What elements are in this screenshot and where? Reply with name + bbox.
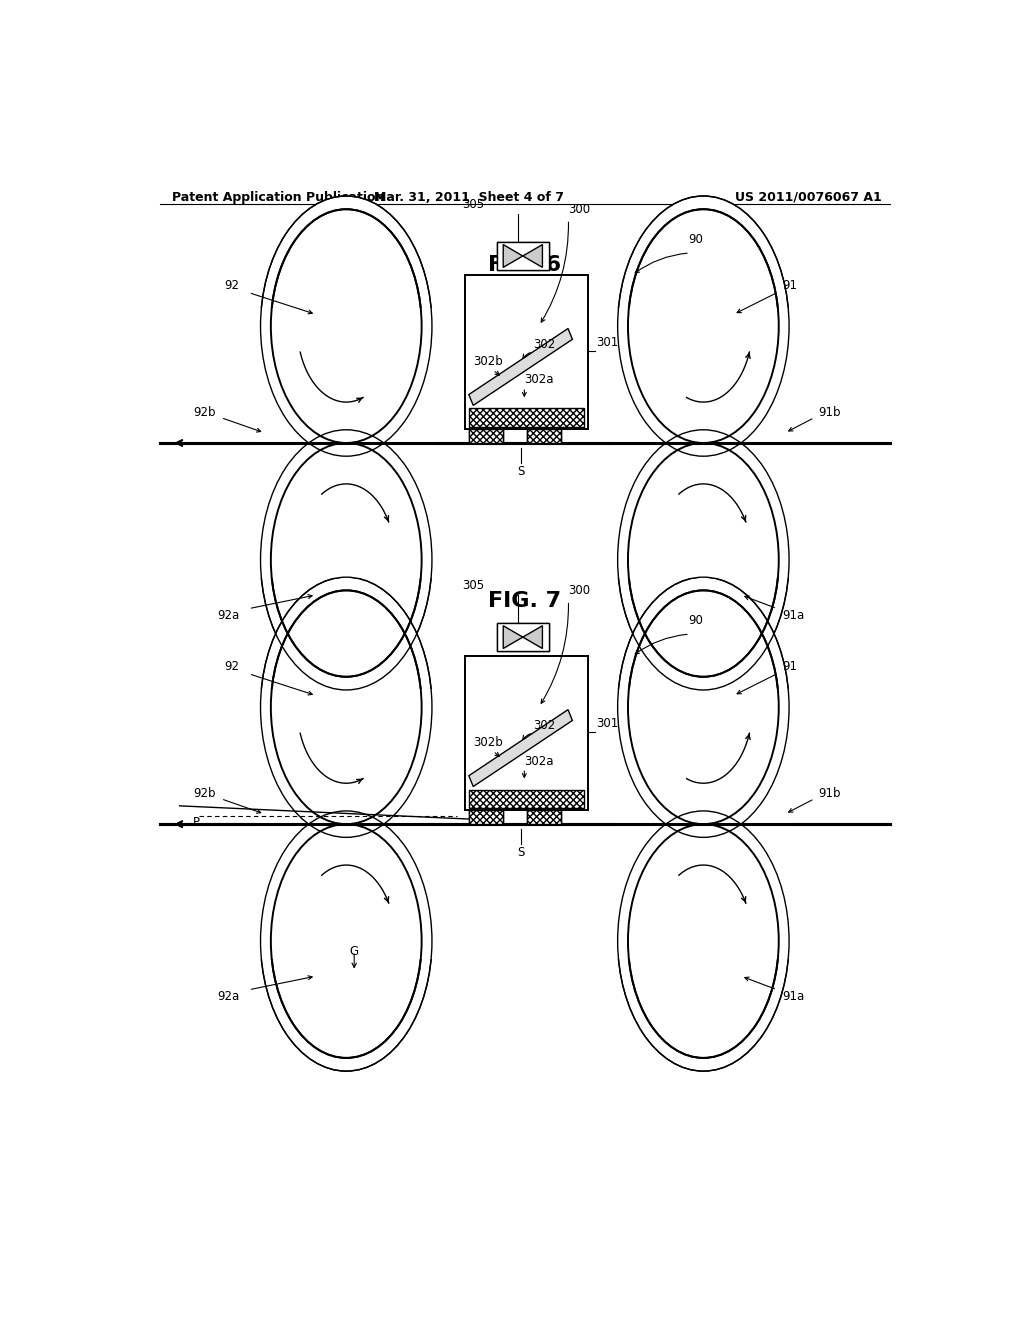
Ellipse shape [260,577,432,837]
Text: 302a: 302a [524,374,554,387]
Text: Mar. 31, 2011  Sheet 4 of 7: Mar. 31, 2011 Sheet 4 of 7 [374,191,564,203]
Polygon shape [257,689,436,825]
Text: 91b: 91b [818,787,841,800]
Text: 92a: 92a [217,990,240,1003]
Text: 302b: 302b [473,355,503,368]
Text: 300: 300 [568,583,591,597]
Text: 305: 305 [462,198,484,211]
Polygon shape [257,824,436,960]
Text: Patent Application Publication: Patent Application Publication [172,191,384,203]
Polygon shape [527,429,560,444]
Ellipse shape [617,195,790,457]
Polygon shape [469,408,585,426]
Polygon shape [469,429,503,444]
Polygon shape [465,276,588,429]
Polygon shape [527,810,560,824]
Ellipse shape [260,810,432,1071]
Text: 302a: 302a [524,755,554,768]
Polygon shape [257,442,436,578]
Text: 92: 92 [224,279,240,292]
Text: 90: 90 [688,234,702,247]
Polygon shape [469,789,585,808]
Polygon shape [527,810,560,824]
Text: 302: 302 [532,338,555,351]
Polygon shape [527,429,560,444]
Polygon shape [497,242,549,271]
Polygon shape [497,623,549,651]
Text: US 2011/0076067 A1: US 2011/0076067 A1 [735,191,882,203]
Text: 91a: 91a [782,610,805,622]
Polygon shape [465,276,588,429]
Text: 300: 300 [568,203,591,215]
Polygon shape [469,810,503,824]
Polygon shape [503,626,543,648]
Text: 92: 92 [224,660,240,673]
Text: P: P [193,816,200,829]
Text: FIG. 7: FIG. 7 [488,590,561,611]
Polygon shape [469,789,585,808]
Text: FIG. 6: FIG. 6 [488,255,561,275]
Text: 92b: 92b [193,407,215,418]
Polygon shape [503,244,543,268]
Text: 90: 90 [688,614,702,627]
Text: G: G [349,945,358,958]
Polygon shape [469,408,585,426]
Text: S: S [517,465,524,478]
Ellipse shape [617,810,790,1071]
Polygon shape [469,429,503,444]
Ellipse shape [617,430,790,690]
Polygon shape [469,810,503,824]
Polygon shape [613,689,793,825]
Polygon shape [503,244,543,268]
Polygon shape [497,623,549,651]
Text: S: S [517,846,524,859]
Polygon shape [469,329,572,405]
Polygon shape [613,442,793,578]
Polygon shape [469,710,572,787]
Polygon shape [613,824,793,960]
Text: 92a: 92a [217,610,240,622]
Text: 302b: 302b [473,737,503,750]
Text: 92b: 92b [193,787,215,800]
Ellipse shape [617,577,790,837]
Polygon shape [257,308,436,444]
Text: 91: 91 [782,660,798,673]
Text: 305: 305 [462,578,484,591]
Text: 301: 301 [596,335,618,348]
Polygon shape [497,242,549,271]
Text: 302: 302 [532,719,555,733]
Text: 301: 301 [596,717,618,730]
Polygon shape [465,656,588,810]
Polygon shape [613,308,793,444]
Text: 91: 91 [782,279,798,292]
Text: 91b: 91b [818,407,841,418]
Text: 91a: 91a [782,990,805,1003]
Ellipse shape [260,430,432,690]
Polygon shape [469,710,572,787]
Polygon shape [469,329,572,405]
Polygon shape [465,656,588,810]
Ellipse shape [260,195,432,457]
Polygon shape [503,626,543,648]
